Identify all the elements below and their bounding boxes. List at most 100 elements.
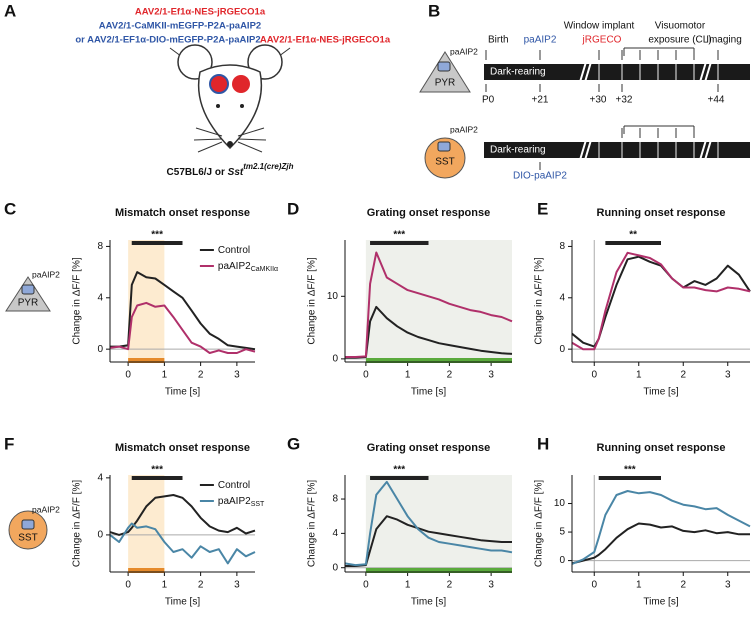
timeline-break xyxy=(579,61,712,161)
timeline-label: Visuomotor xyxy=(655,21,706,32)
stimulus-shade xyxy=(365,475,512,572)
icon-tag: paAIP2 xyxy=(450,124,478,134)
legend-name: Control xyxy=(218,245,250,256)
x-tick-label: 2 xyxy=(680,370,686,381)
pyr-icon xyxy=(419,51,471,93)
icon-label: SST xyxy=(435,157,454,168)
opsin-icon xyxy=(437,61,451,72)
icon-label: PYR xyxy=(18,298,39,309)
virus-label: AAV2/1-Ef1α-NES-jRGECO1a xyxy=(260,35,391,46)
x-tick-label: 2 xyxy=(198,370,204,381)
day-label: P0 xyxy=(482,95,495,106)
virus-label: AAV2/1-CaMKII-mEGFP-P2A-paAIP2 xyxy=(99,21,261,32)
legend-entry: paAIP2SST xyxy=(218,496,265,508)
panel-letter: F xyxy=(4,434,14,453)
legend-entry: Control xyxy=(218,480,250,491)
day-label: +32 xyxy=(616,95,633,106)
icon-label: PYR xyxy=(435,78,456,89)
y-tick-label: 10 xyxy=(554,498,566,509)
series-line xyxy=(110,271,256,351)
panel-letter: H xyxy=(537,434,549,453)
strain-superscript: tm2.1(cre)Zjh xyxy=(243,162,293,171)
x-tick-label: 1 xyxy=(405,580,411,591)
timeline-label: DIO-paAIP2 xyxy=(513,171,567,182)
mouse-eye xyxy=(240,104,244,108)
timeline-label: Birth xyxy=(488,35,509,46)
significance-label: *** xyxy=(393,230,405,241)
y-tick-label: 0 xyxy=(97,344,103,355)
x-tick-label: 3 xyxy=(725,370,731,381)
series-line xyxy=(109,494,256,536)
y-tick-label: 0 xyxy=(559,555,565,566)
x-tick-label: 2 xyxy=(447,370,453,381)
timeline-label: jRGECO xyxy=(582,35,622,46)
x-axis-label: Time [s] xyxy=(165,597,200,608)
x-tick-label: 1 xyxy=(636,370,642,381)
timeline-label: paAIP2 xyxy=(524,35,557,46)
chart-title: Mismatch onset response xyxy=(115,442,250,454)
strain-or: or xyxy=(215,167,225,178)
x-tick-label: 1 xyxy=(162,370,168,381)
significance-label: ** xyxy=(629,230,637,241)
y-tick-label: 5 xyxy=(559,527,565,538)
opsin-icon xyxy=(21,519,35,530)
panel-letter: A xyxy=(4,1,16,20)
timeline-bar xyxy=(484,64,750,80)
panel-letter: D xyxy=(287,199,299,218)
series-line xyxy=(109,301,256,354)
y-axis-label: Change in ΔF/F [%] xyxy=(72,257,83,344)
timeline-label: exposure (CL) xyxy=(648,35,711,46)
chart-title: Grating onset response xyxy=(367,207,490,219)
strain: C57BL6/J xyxy=(167,167,213,178)
x-tick-label: 3 xyxy=(234,580,240,591)
y-tick-label: 4 xyxy=(332,528,338,539)
timeline-label: Window implant xyxy=(564,21,635,32)
x-tick-label: 2 xyxy=(198,580,204,591)
chart-title: Grating onset response xyxy=(367,442,490,454)
stimulus-bar xyxy=(128,568,165,573)
panel-letter: C xyxy=(4,199,16,218)
icon-tag: paAIP2 xyxy=(450,46,478,56)
x-tick-label: 2 xyxy=(447,580,453,591)
significance-label: *** xyxy=(151,465,163,476)
exposure-bracket xyxy=(623,47,695,134)
series-line xyxy=(571,251,751,351)
y-axis-label: Change in ΔF/F [%] xyxy=(72,480,83,567)
x-tick-label: 1 xyxy=(162,580,168,591)
x-tick-label: 3 xyxy=(234,370,240,381)
stimulus-bar xyxy=(365,358,512,363)
y-tick-label: 10 xyxy=(327,291,339,302)
icon-tag: paAIP2 xyxy=(32,504,60,514)
y-tick-label: 0 xyxy=(332,562,338,573)
y-tick-label: 4 xyxy=(559,292,565,303)
bar-label: Dark-rearing xyxy=(490,145,546,156)
x-tick-label: 0 xyxy=(591,580,597,591)
x-tick-label: 0 xyxy=(125,580,131,591)
stimulus-shade xyxy=(128,240,165,362)
chart-title: Running onset response xyxy=(597,442,726,454)
x-tick-label: 0 xyxy=(363,370,369,381)
chart-title: Running onset response xyxy=(597,207,726,219)
mouse-head xyxy=(197,64,263,150)
opsin-icon xyxy=(21,284,35,295)
series-line xyxy=(345,305,513,359)
mouse-eye xyxy=(216,104,220,108)
y-tick-label: 8 xyxy=(559,241,565,252)
stimulus-bar xyxy=(128,358,165,363)
y-axis-label: Change in ΔF/F [%] xyxy=(307,480,318,567)
significance-label: *** xyxy=(393,465,405,476)
panel-letter: E xyxy=(537,199,548,218)
mouse-nose xyxy=(227,141,233,147)
series-line xyxy=(109,522,256,565)
y-axis-label: Change in ΔF/F [%] xyxy=(534,257,545,344)
timeline-label: Imaging xyxy=(706,35,742,46)
x-axis-label: Time [s] xyxy=(643,387,678,398)
x-tick-label: 3 xyxy=(725,580,731,591)
panel-letter: G xyxy=(287,434,300,453)
timeline-bar xyxy=(484,142,750,158)
significance-label: *** xyxy=(151,230,163,241)
chart-title: Mismatch onset response xyxy=(115,207,250,219)
x-tick-label: 0 xyxy=(363,580,369,591)
day-label: +21 xyxy=(532,95,549,106)
